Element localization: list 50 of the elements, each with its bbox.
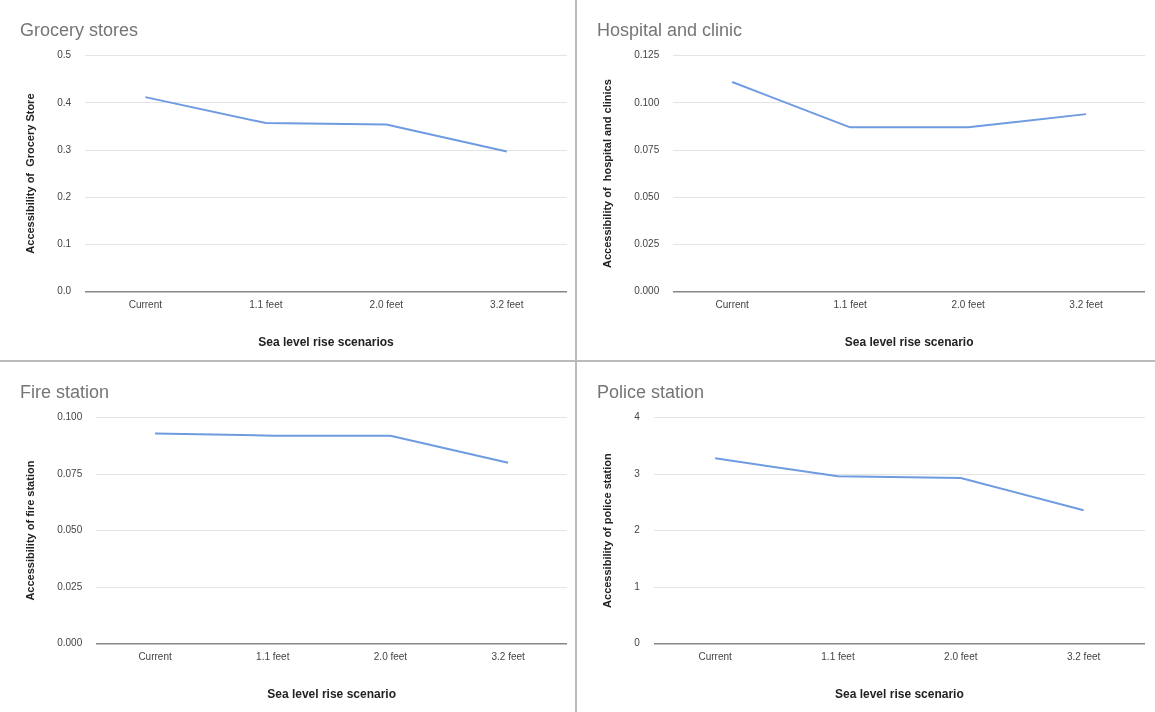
y-tick-label: 0.075 xyxy=(57,467,83,479)
y-tick-label: 3 xyxy=(634,467,641,479)
y-axis-title: Accessibility of hospital and clinics xyxy=(600,79,613,269)
x-tick-label: 2.0 feet xyxy=(944,651,978,663)
y-tick-label: 0.025 xyxy=(634,238,660,250)
x-axis-title: Sea level rise scenario xyxy=(835,687,964,702)
y-tick-label: 0.050 xyxy=(634,190,660,202)
y-tick-label: 4 xyxy=(634,411,641,423)
x-axis-title: Sea level rise scenario xyxy=(844,335,974,350)
x-tick-label: 2.0 feet xyxy=(951,299,985,311)
x-tick-label: 2.0 feet xyxy=(373,651,408,663)
y-tick-label: 0.100 xyxy=(634,96,660,108)
x-tick-label: 1.1 feet xyxy=(249,299,283,311)
x-tick-label: 2.0 feet xyxy=(369,299,404,311)
x-axis-title: Sea level rise scenario xyxy=(267,687,396,702)
x-axis-title: Sea level rise scenarios xyxy=(258,335,395,350)
y-axis-title: Accessibility of fire station xyxy=(23,460,36,601)
y-tick-label: 0.000 xyxy=(57,637,83,649)
x-tick-label: Current xyxy=(698,651,733,663)
y-tick-label: 2 xyxy=(634,524,641,536)
chart-title: Grocery stores xyxy=(20,19,139,40)
chart-title: Hospital and clinic xyxy=(597,19,743,40)
y-tick-label: 0.4 xyxy=(57,96,72,108)
x-tick-label: Current xyxy=(715,299,750,311)
y-tick-label: 0 xyxy=(634,637,641,649)
y-axis-title: Accessibility of Grocery Store xyxy=(23,93,36,254)
y-tick-label: 0.3 xyxy=(57,143,72,155)
x-tick-label: 1.1 feet xyxy=(256,651,290,663)
y-tick-label: 0.100 xyxy=(57,411,83,423)
y-axis-title: Accessibility of police station xyxy=(600,453,613,608)
x-tick-label: 1.1 feet xyxy=(833,299,868,311)
y-tick-label: 0.025 xyxy=(57,580,83,592)
x-tick-label: Current xyxy=(128,299,163,311)
x-tick-label: Current xyxy=(138,651,172,663)
x-tick-label: 3.2 feet xyxy=(1066,651,1101,663)
y-tick-label: 0.2 xyxy=(57,190,72,202)
x-tick-label: 3.2 feet xyxy=(491,651,526,663)
y-tick-label: 1 xyxy=(634,580,641,592)
y-tick-label: 0.0 xyxy=(57,285,72,297)
chart-title: Police station xyxy=(597,381,705,402)
y-tick-label: 0.1 xyxy=(57,238,72,250)
y-tick-label: 0.000 xyxy=(634,285,660,297)
x-tick-label: 3.2 feet xyxy=(1069,299,1103,311)
y-tick-label: 0.075 xyxy=(634,143,660,155)
x-tick-label: 1.1 feet xyxy=(821,651,855,663)
y-tick-label: 0.5 xyxy=(57,49,72,61)
y-tick-label: 0.050 xyxy=(57,524,83,536)
chart-title: Fire station xyxy=(20,381,110,402)
x-tick-label: 3.2 feet xyxy=(490,299,524,311)
y-tick-label: 0.125 xyxy=(634,49,660,61)
